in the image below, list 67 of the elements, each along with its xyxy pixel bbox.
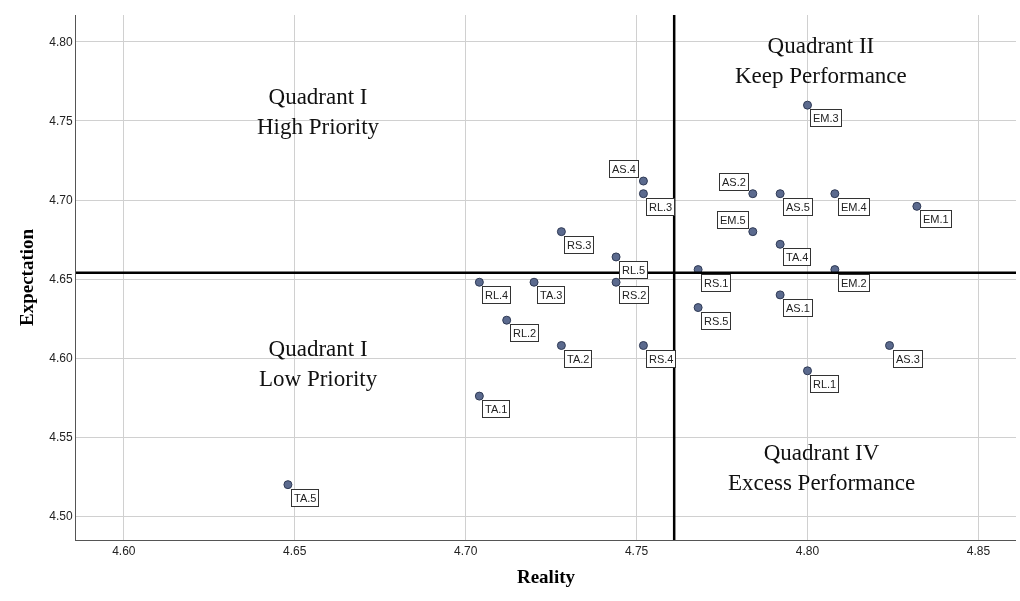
y-tick-label: 4.55 (49, 430, 73, 445)
annotation: RL.4 (485, 289, 509, 301)
y-tick-label: 4.65 (49, 272, 73, 287)
point (775, 239, 785, 249)
x-tick-label: 4.65 (283, 544, 307, 559)
point (529, 277, 539, 287)
y-tick-label: 4.75 (49, 114, 73, 129)
annotation: TA.2 (567, 353, 590, 365)
annotation: EM.4 (841, 201, 867, 213)
point (802, 100, 812, 110)
annotation: TA.1 (485, 403, 508, 415)
point (748, 227, 758, 237)
annotation: AS.2 (722, 176, 746, 188)
point (912, 201, 922, 211)
annotation: RS.3 (567, 239, 592, 251)
annotation: TA.4 (786, 251, 809, 263)
x-tick-label: 4.80 (795, 544, 820, 559)
point (748, 189, 758, 199)
annotation: AS.4 (612, 163, 636, 175)
y-axis-title: Expectation (16, 228, 38, 327)
point (611, 252, 621, 262)
annotation: Quadrant I High Priority (257, 84, 380, 139)
y-tick-label: 4.50 (49, 509, 73, 524)
x-tick-label: 4.60 (112, 544, 136, 559)
annotation: Quadrant II Keep Performance (735, 33, 907, 88)
annotation: TA.5 (294, 492, 317, 504)
point (802, 366, 812, 376)
y-tick-label: 4.60 (49, 351, 73, 366)
annotation: RS.4 (649, 353, 674, 365)
annotation: RL.2 (513, 327, 537, 339)
annotation: AS.3 (896, 353, 920, 365)
point (611, 277, 621, 287)
annotation: AS.1 (786, 302, 810, 314)
point (775, 290, 785, 300)
point (502, 315, 512, 325)
annotation: RS.1 (704, 277, 729, 289)
point (283, 480, 293, 490)
annotation: RL.1 (813, 378, 837, 390)
annotation: Quadrant IV Excess Performance (728, 440, 916, 495)
point (474, 277, 484, 287)
annotation: EM.2 (841, 277, 867, 289)
annotation: RS.2 (622, 289, 647, 301)
point (638, 176, 648, 186)
point (830, 189, 840, 199)
point (638, 189, 648, 199)
y-tick-label: 4.80 (49, 35, 73, 50)
point (474, 391, 484, 401)
point (556, 227, 566, 237)
annotation: EM.1 (923, 213, 949, 225)
annotation: EM.3 (813, 112, 839, 124)
point (638, 341, 648, 350)
annotation: AS.5 (786, 201, 810, 213)
x-tick-label: 4.70 (453, 544, 478, 559)
y-tick-label: 4.70 (49, 193, 73, 208)
point (885, 341, 895, 350)
x-tick-label: 4.75 (624, 544, 649, 559)
annotation: RL.5 (622, 264, 646, 276)
annotation: EM.5 (720, 214, 746, 226)
x-axis-title: Reality (516, 566, 576, 588)
annotation: TA.3 (540, 289, 563, 301)
point (775, 189, 785, 199)
annotation: RS.5 (704, 315, 729, 327)
x-tick-label: 4.85 (966, 544, 991, 559)
annotation: RL.3 (649, 201, 673, 213)
annotation: Quadrant I Low Priority (259, 336, 378, 391)
point (556, 341, 566, 350)
point (693, 303, 703, 313)
